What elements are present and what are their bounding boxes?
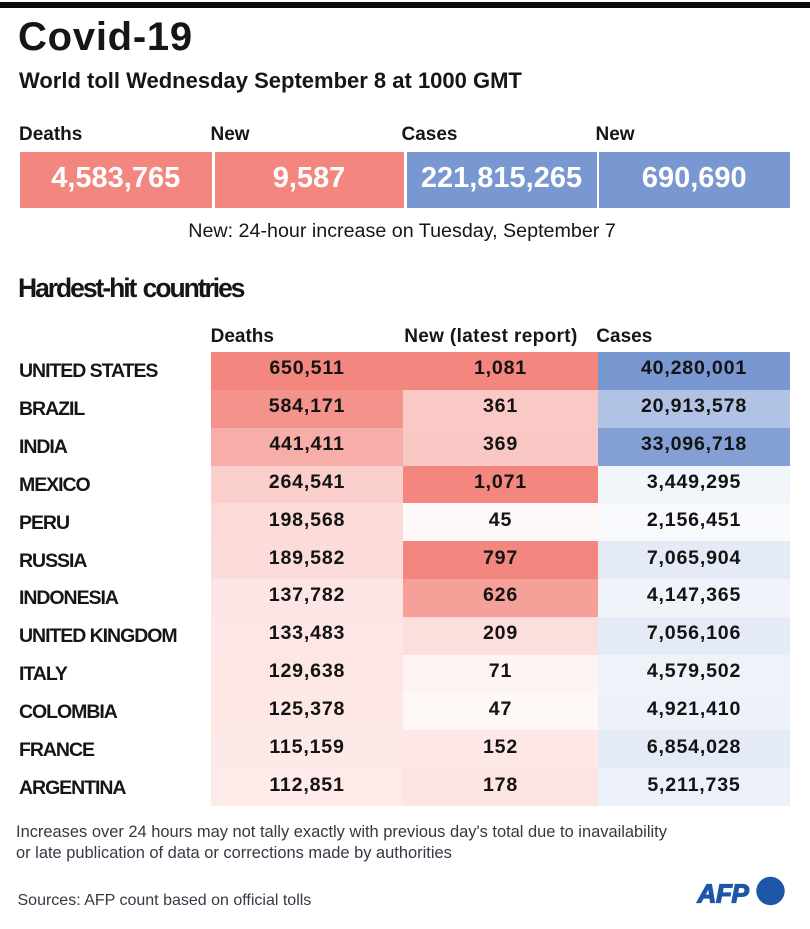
svg-text:AFP: AFP (697, 878, 750, 908)
